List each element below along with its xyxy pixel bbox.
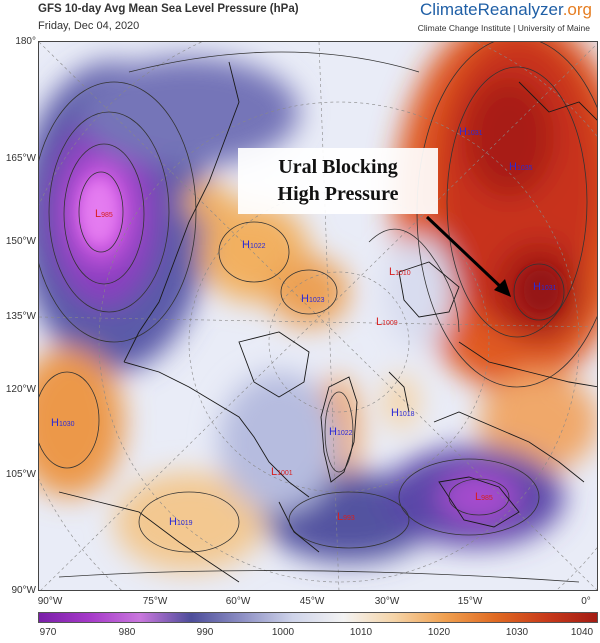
high-center: H1031 — [533, 281, 557, 293]
colorbar-tick: 1010 — [349, 627, 373, 638]
high-center: H1019 — [169, 516, 193, 528]
colorbar-tick: 1040 — [570, 627, 594, 638]
lon-label: 15°W — [457, 596, 483, 607]
map-title: GFS 10-day Avg Mean Sea Level Pressure (… — [38, 3, 299, 15]
lat-label: 165°W — [5, 153, 36, 164]
high-center: H1022 — [242, 239, 266, 251]
low-center: L985 — [475, 491, 493, 503]
lon-label: 75°W — [142, 596, 168, 607]
high-center: H1018 — [391, 407, 415, 419]
map-date: Friday, Dec 04, 2020 — [38, 20, 140, 32]
annotation-box: Ural Blocking High Pressure — [238, 148, 438, 214]
lat-label: 150°W — [5, 236, 36, 247]
low-center: L1010 — [389, 266, 411, 278]
low-center: L1009 — [376, 316, 398, 328]
colorbar-tick: 990 — [196, 627, 214, 638]
lon-label: 60°W — [225, 596, 251, 607]
colorbar-tick: 980 — [118, 627, 136, 638]
lat-label: 135°W — [5, 311, 36, 322]
lon-label: 0° — [581, 596, 591, 607]
colorbar-tick: 1030 — [505, 627, 529, 638]
lat-label: 105°W — [5, 469, 36, 480]
pressure-colorbar — [38, 612, 598, 623]
colorbar-tick: 1020 — [427, 627, 451, 638]
high-center: H1035 — [509, 161, 533, 173]
annotation-line-1: Ural Blocking — [278, 156, 398, 178]
low-center: L993 — [337, 511, 355, 523]
pressure-field — [39, 42, 597, 590]
low-center: L1001 — [271, 466, 293, 478]
high-center: H1030 — [51, 417, 75, 429]
colorbar-tick: 1000 — [271, 627, 295, 638]
annotation-line-2: High Pressure — [277, 183, 399, 205]
lat-label: 180° — [15, 36, 36, 47]
brand-logo[interactable]: ClimateReanalyzer.org — [420, 0, 592, 20]
lon-label: 45°W — [299, 596, 325, 607]
high-center: H1023 — [301, 293, 325, 305]
low-center: L985 — [95, 208, 113, 220]
lat-label: 90°W — [11, 585, 36, 596]
pressure-map: L985 H1022 H1023 L1010 L1009 H1031 H1035… — [38, 41, 598, 591]
high-center: H1022 — [329, 426, 353, 438]
lat-label: 120°W — [5, 384, 36, 395]
brand-suffix: .org — [562, 0, 592, 19]
brand-name: ClimateReanalyzer — [420, 0, 563, 19]
high-center: H1031 — [459, 126, 483, 138]
lon-label: 90°W — [37, 596, 63, 607]
annotation-arrow — [425, 215, 511, 297]
brand-subtitle: Climate Change Institute | University of… — [417, 23, 590, 33]
colorbar-tick: 970 — [39, 627, 57, 638]
lon-label: 30°W — [374, 596, 400, 607]
